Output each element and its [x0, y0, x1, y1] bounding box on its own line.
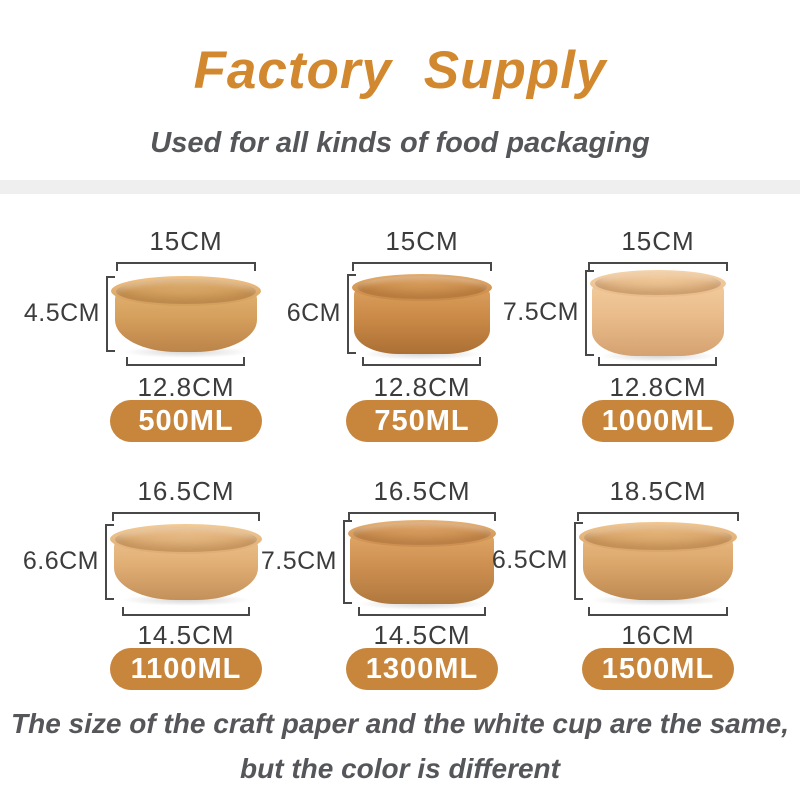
- bottom-dimension-line: [358, 607, 486, 616]
- height-dimension-line: [347, 274, 356, 354]
- product-card-1100ml: 16.5CM 6.6CM 14.5CM 1100ML: [23, 464, 304, 708]
- height-label: 7.5CM: [260, 547, 337, 575]
- volume-badge: 750ML: [346, 400, 498, 442]
- kraft-bowl-image: [579, 522, 737, 606]
- product-card-1500ml: 18.5CM 6.5CM 16CM 1500ML: [492, 464, 776, 708]
- bottom-diameter-label: 12.8CM: [137, 372, 235, 402]
- product-card-1300ml: 16.5CM 7.5CM 14.5CM 1300ML: [261, 464, 540, 708]
- bottom-diameter-label: 14.5CM: [137, 620, 235, 650]
- top-dimension-line: [348, 512, 496, 521]
- bottom-diameter-label: 16CM: [621, 620, 695, 650]
- bowl-opening: [357, 276, 487, 299]
- footer-note-line2: but the color is different: [240, 753, 560, 784]
- volume-badge: 500ML: [110, 400, 262, 442]
- height-dimension-line: [343, 520, 352, 604]
- height-dimension-line: [585, 270, 594, 356]
- footer-note: The size of the craft paper and the whit…: [0, 701, 800, 791]
- height-label: 4.5CM: [23, 299, 100, 327]
- bottom-diameter-label: 14.5CM: [373, 620, 471, 650]
- top-diameter-label: 15CM: [621, 226, 695, 256]
- bottom-dimension-line: [122, 607, 250, 616]
- photo-edge-band: [0, 180, 800, 194]
- height-dimension-line: [105, 524, 114, 600]
- bottom-dimension-line: [598, 357, 717, 366]
- bottom-diameter-label: 12.8CM: [373, 372, 471, 402]
- top-diameter-label: 15CM: [385, 226, 459, 256]
- bowl-opening: [353, 522, 491, 545]
- bowl-opening: [115, 527, 257, 552]
- height-label: 6.6CM: [22, 547, 99, 575]
- bottom-diameter-label: 12.8CM: [609, 372, 707, 402]
- product-card-1000ml: 15CM 7.5CM 12.8CM 1000ML: [503, 212, 776, 456]
- top-dimension-line: [577, 512, 739, 521]
- bowl-opening: [584, 525, 732, 550]
- page-title: Factory Supply: [193, 41, 607, 100]
- page-subtitle: Used for all kinds of food packaging: [150, 127, 650, 159]
- top-dimension-line: [588, 262, 728, 271]
- kraft-bowl-image: [348, 520, 496, 610]
- bottom-dimension-line: [588, 607, 728, 616]
- top-diameter-label: 15CM: [149, 226, 223, 256]
- volume-badge: 1100ML: [110, 648, 262, 690]
- kraft-bowl-image: [110, 524, 262, 606]
- top-dimension-line: [112, 512, 260, 521]
- kraft-bowl-image: [111, 276, 261, 358]
- top-diameter-label: 16.5CM: [137, 476, 235, 506]
- height-label: 7.5CM: [502, 298, 579, 326]
- kraft-bowl-image: [352, 274, 492, 360]
- top-diameter-label: 18.5CM: [609, 476, 707, 506]
- top-dimension-line: [352, 262, 492, 271]
- bottom-dimension-line: [362, 357, 481, 366]
- top-dimension-line: [116, 262, 256, 271]
- volume-badge: 1300ML: [346, 648, 498, 690]
- bowl-opening: [116, 279, 256, 304]
- bowl-opening: [595, 272, 721, 295]
- product-card-500ml: 15CM 4.5CM 12.8CM 500ML: [24, 212, 304, 456]
- volume-badge: 1000ML: [582, 400, 734, 442]
- height-label: 6.5CM: [491, 546, 568, 574]
- height-label: 6CM: [286, 299, 341, 327]
- footer-note-line1: The size of the craft paper and the whit…: [11, 708, 789, 739]
- product-row-1: 15CM 4.5CM 12.8CM 500ML 15CM 6CM 12.8CM …: [24, 212, 776, 456]
- height-dimension-line: [574, 522, 583, 600]
- height-dimension-line: [106, 276, 115, 352]
- top-diameter-label: 16.5CM: [373, 476, 471, 506]
- product-row-2: 16.5CM 6.6CM 14.5CM 1100ML 16.5CM 7.5CM …: [23, 464, 776, 708]
- bottom-dimension-line: [126, 357, 245, 366]
- product-card-750ml: 15CM 6CM 12.8CM 750ML: [287, 212, 540, 456]
- volume-badge: 1500ML: [582, 648, 734, 690]
- kraft-bowl-image: [590, 270, 726, 362]
